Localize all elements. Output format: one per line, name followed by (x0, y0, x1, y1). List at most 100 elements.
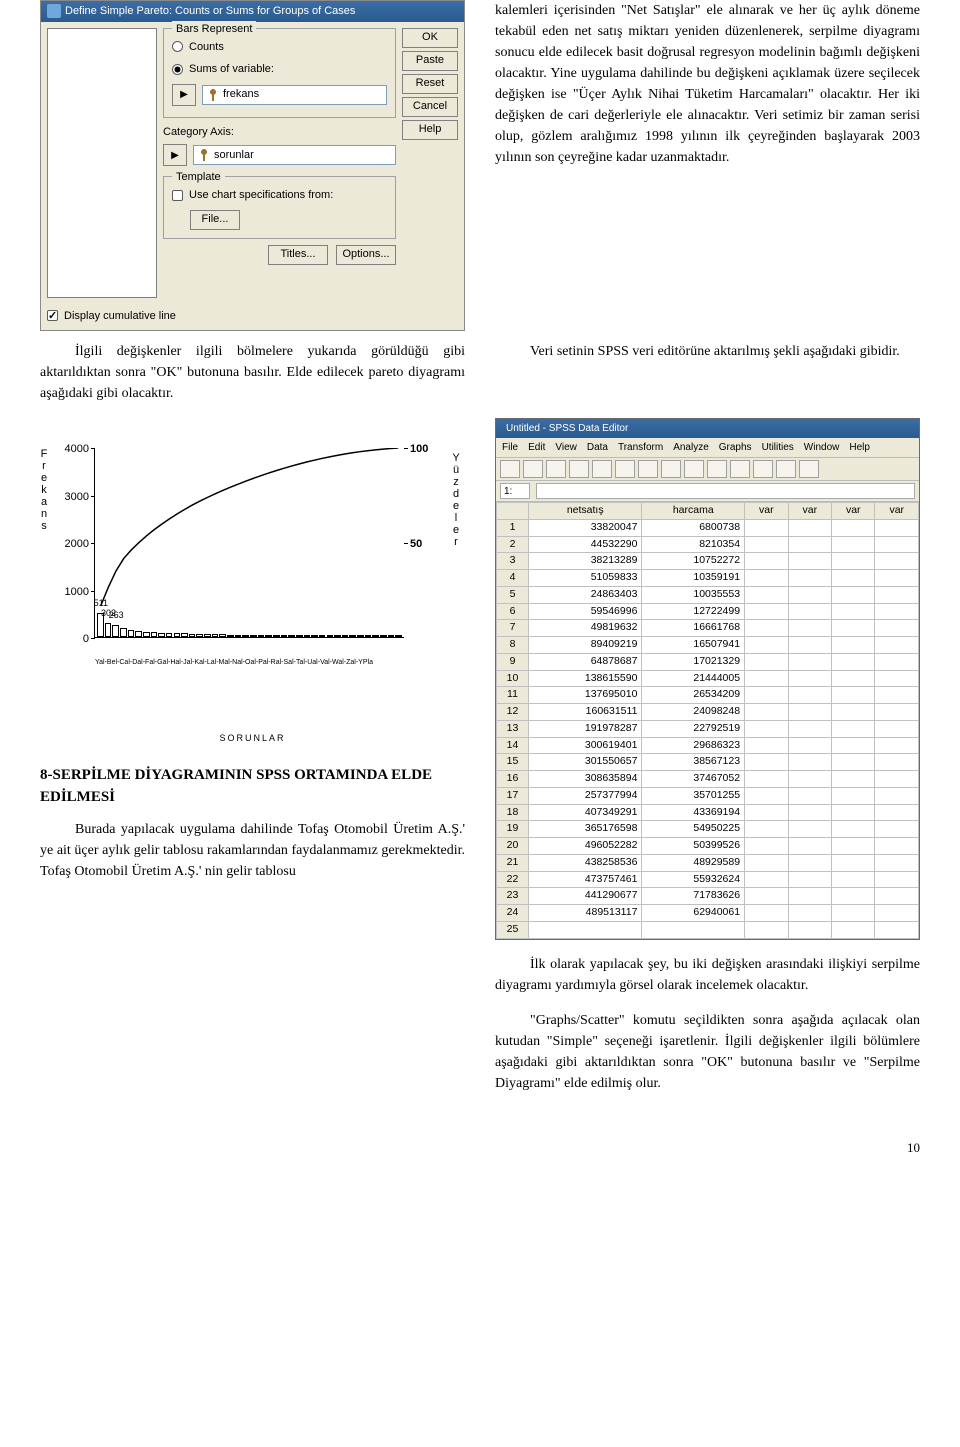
cell[interactable] (875, 620, 919, 637)
move-right-button[interactable]: ▶ (172, 84, 196, 106)
cell[interactable]: 22792519 (642, 720, 745, 737)
toolbar-button[interactable] (707, 460, 727, 478)
cell[interactable]: 71783626 (642, 888, 745, 905)
cell[interactable] (875, 771, 919, 788)
row-header[interactable]: 5 (497, 586, 529, 603)
cell[interactable] (788, 570, 831, 587)
row-header[interactable]: 18 (497, 804, 529, 821)
toolbar-button[interactable] (799, 460, 819, 478)
cell[interactable]: 44532290 (529, 536, 642, 553)
row-header[interactable]: 11 (497, 687, 529, 704)
cell[interactable] (875, 687, 919, 704)
cell[interactable] (875, 905, 919, 922)
cell[interactable] (832, 603, 875, 620)
cell[interactable]: 438258536 (529, 854, 642, 871)
cell[interactable] (788, 637, 831, 654)
row-header[interactable]: 6 (497, 603, 529, 620)
reset-button[interactable]: Reset (402, 74, 458, 94)
cell[interactable]: 64878687 (529, 653, 642, 670)
cell[interactable] (745, 854, 788, 871)
cell[interactable] (832, 737, 875, 754)
cell[interactable]: 17021329 (642, 653, 745, 670)
cell[interactable]: 24863403 (529, 586, 642, 603)
column-header[interactable]: netsatış (529, 503, 642, 520)
cell[interactable] (832, 838, 875, 855)
cell[interactable]: 300619401 (529, 737, 642, 754)
cell[interactable] (832, 921, 875, 938)
cell[interactable] (745, 536, 788, 553)
cell[interactable] (642, 921, 745, 938)
cell[interactable]: 16507941 (642, 637, 745, 654)
toolbar-button[interactable] (776, 460, 796, 478)
cell[interactable] (788, 704, 831, 721)
cell[interactable] (832, 871, 875, 888)
spss-grid[interactable]: netsatışharcamavarvarvarvar1338200476800… (496, 502, 919, 939)
column-header[interactable]: var (788, 503, 831, 520)
cell[interactable] (788, 921, 831, 938)
cell[interactable] (832, 854, 875, 871)
cell[interactable] (875, 553, 919, 570)
radio-sums[interactable]: Sums of variable: (172, 61, 387, 78)
cell[interactable] (745, 737, 788, 754)
cell[interactable] (832, 771, 875, 788)
column-header[interactable]: harcama (642, 503, 745, 520)
cell[interactable]: 50399526 (642, 838, 745, 855)
cell[interactable] (745, 771, 788, 788)
cell[interactable] (788, 871, 831, 888)
cell[interactable]: 24098248 (642, 704, 745, 721)
cell[interactable] (745, 620, 788, 637)
cell[interactable] (745, 720, 788, 737)
cell[interactable] (875, 787, 919, 804)
row-header[interactable]: 16 (497, 771, 529, 788)
row-header[interactable]: 22 (497, 871, 529, 888)
options-button[interactable]: Options... (336, 245, 396, 265)
toolbar-button[interactable] (546, 460, 566, 478)
cell[interactable] (745, 519, 788, 536)
menu-item-window[interactable]: Window (804, 440, 840, 455)
cell[interactable] (745, 821, 788, 838)
cell[interactable] (788, 804, 831, 821)
cell[interactable] (832, 720, 875, 737)
cell[interactable] (745, 586, 788, 603)
cell[interactable] (832, 620, 875, 637)
cell[interactable] (832, 821, 875, 838)
row-header[interactable]: 4 (497, 570, 529, 587)
cell[interactable] (529, 921, 642, 938)
cell[interactable] (875, 720, 919, 737)
cell[interactable]: 48929589 (642, 854, 745, 871)
cell[interactable] (788, 737, 831, 754)
cell[interactable] (745, 871, 788, 888)
cell[interactable] (832, 553, 875, 570)
cell[interactable] (745, 670, 788, 687)
cell[interactable] (875, 737, 919, 754)
cell[interactable]: 26534209 (642, 687, 745, 704)
cell[interactable] (745, 787, 788, 804)
cell[interactable] (745, 687, 788, 704)
cell[interactable] (832, 536, 875, 553)
cell[interactable] (745, 637, 788, 654)
cell[interactable] (875, 570, 919, 587)
cell[interactable]: 407349291 (529, 804, 642, 821)
cell[interactable] (875, 871, 919, 888)
cell[interactable] (788, 586, 831, 603)
variable-list[interactable] (47, 28, 157, 298)
cell[interactable] (832, 804, 875, 821)
row-header[interactable]: 8 (497, 637, 529, 654)
cell[interactable] (788, 771, 831, 788)
row-header[interactable]: 24 (497, 905, 529, 922)
cell[interactable]: 43369194 (642, 804, 745, 821)
cell[interactable]: 257377994 (529, 787, 642, 804)
category-axis-field[interactable]: sorunlar (193, 145, 396, 165)
cell[interactable] (875, 754, 919, 771)
cell[interactable] (788, 603, 831, 620)
cell[interactable]: 54950225 (642, 821, 745, 838)
cell[interactable] (788, 553, 831, 570)
cell[interactable]: 33820047 (529, 519, 642, 536)
cell[interactable] (832, 586, 875, 603)
file-button[interactable]: File... (190, 210, 240, 230)
ok-button[interactable]: OK (402, 28, 458, 48)
use-chart-spec-check[interactable]: Use chart specifications from: (172, 187, 387, 204)
cell[interactable] (788, 754, 831, 771)
menu-item-transform[interactable]: Transform (618, 440, 663, 455)
cell[interactable] (875, 821, 919, 838)
